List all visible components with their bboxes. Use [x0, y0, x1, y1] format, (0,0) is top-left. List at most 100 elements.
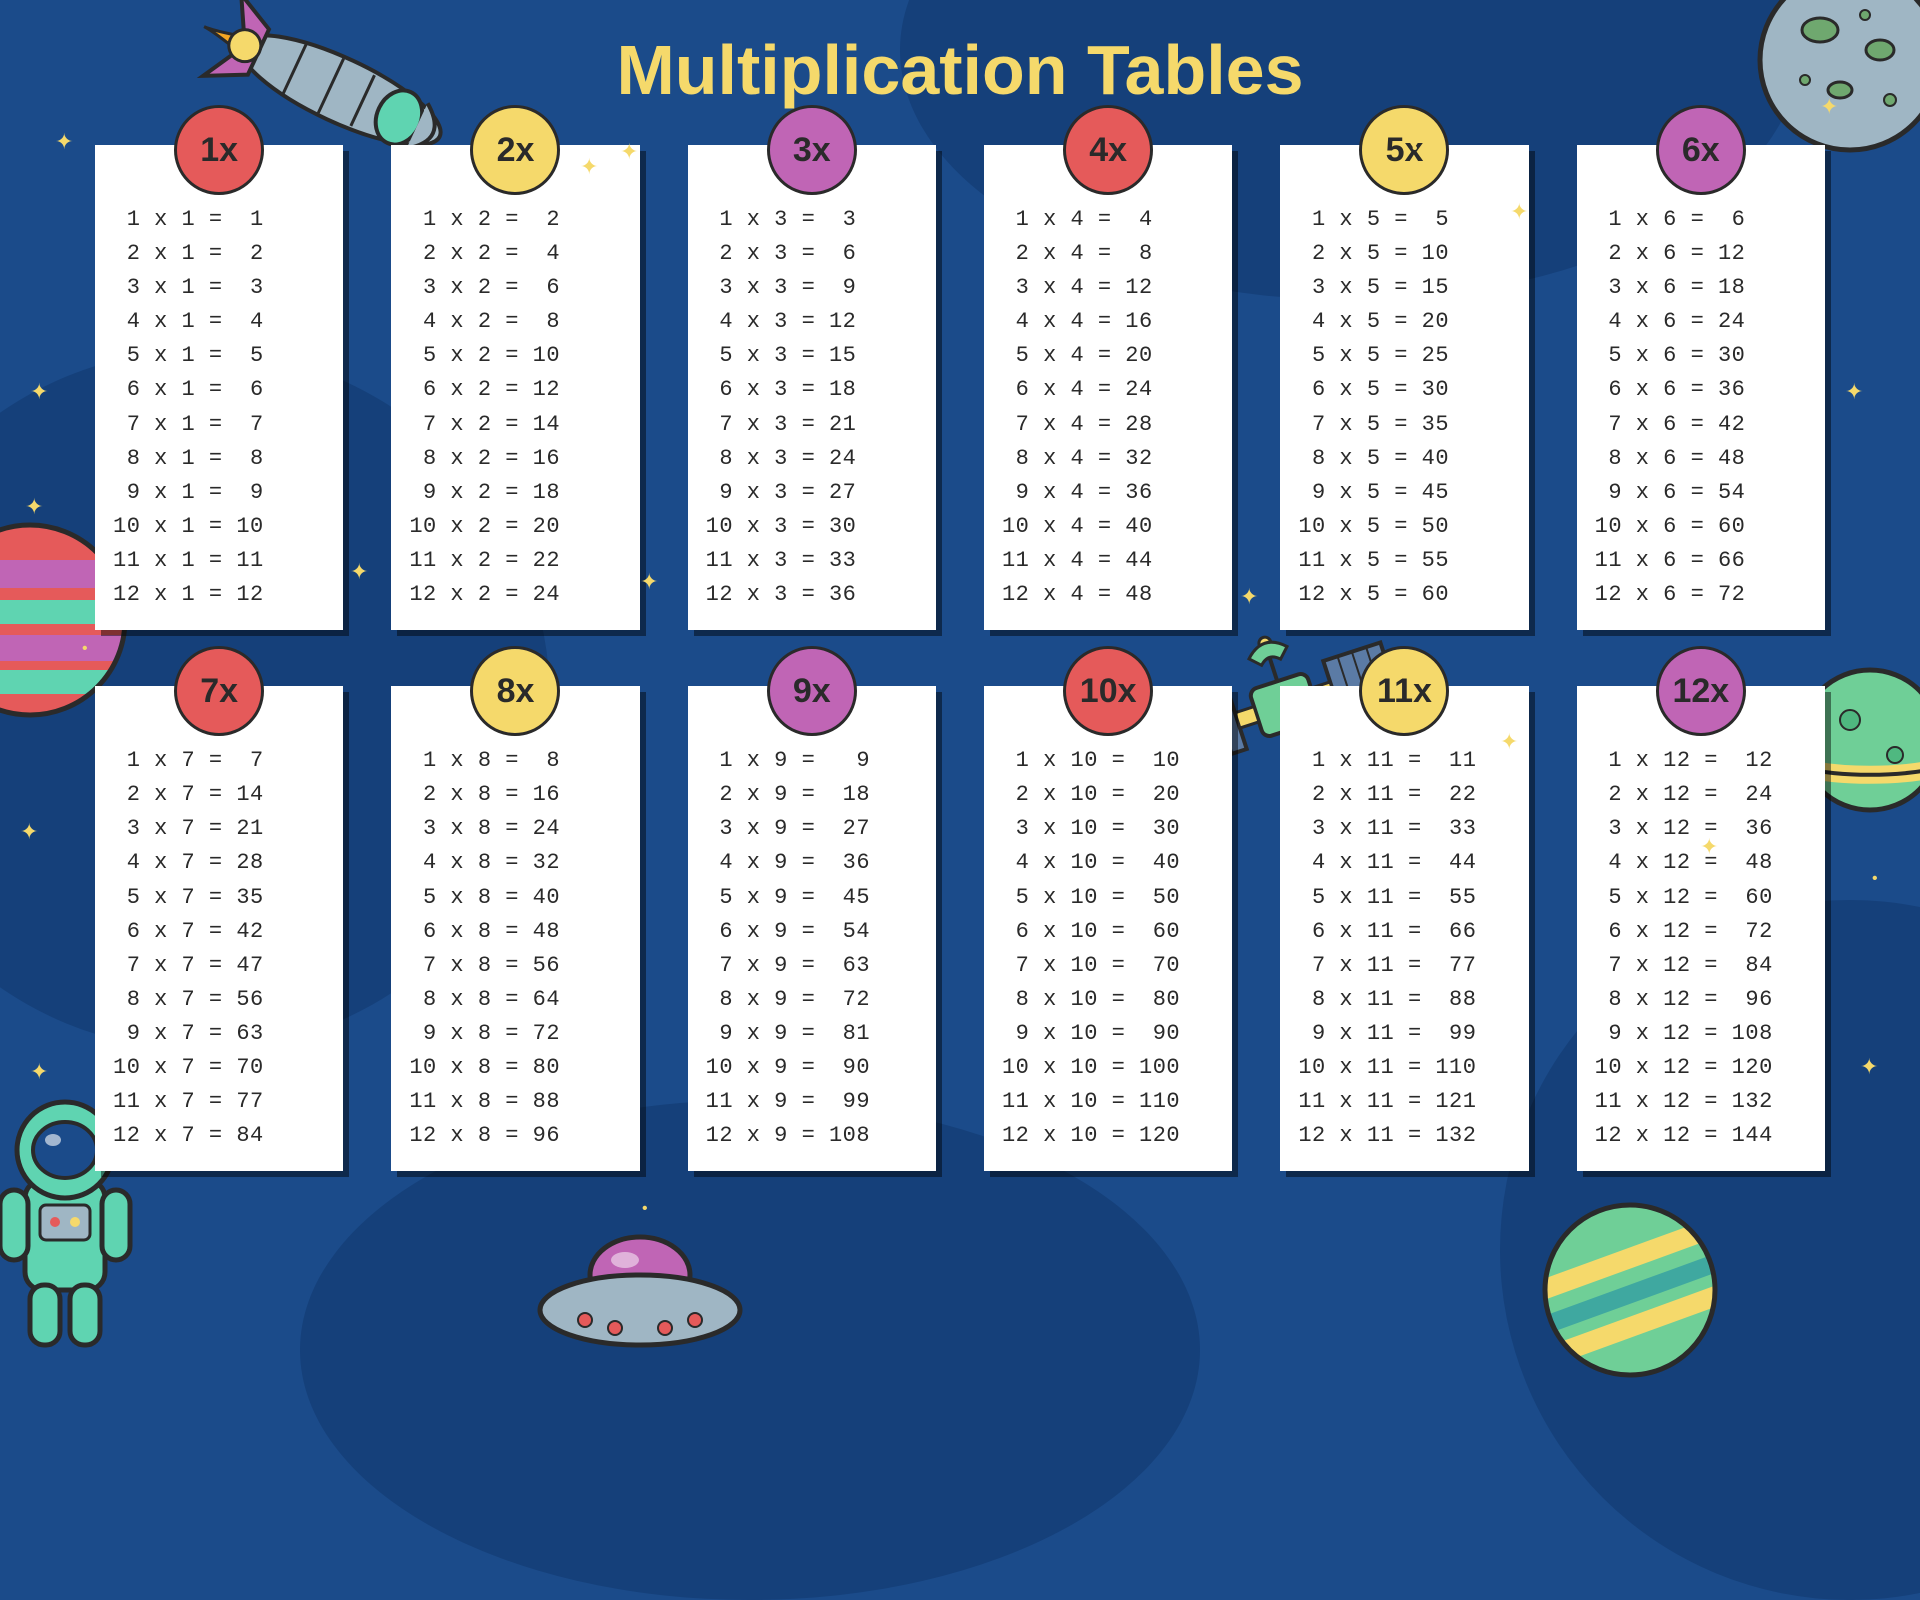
- table-row: 10 x 5 = 50: [1298, 510, 1510, 544]
- table-row: 1 x 5 = 5: [1298, 203, 1510, 237]
- table-row: 12 x 8 = 96: [409, 1119, 621, 1153]
- table-badge: 8x: [470, 646, 560, 736]
- table-badge: 9x: [767, 646, 857, 736]
- table-row: 11 x 9 = 99: [706, 1085, 918, 1119]
- star-icon: ✦: [1845, 380, 1863, 406]
- table-row: 8 x 8 = 64: [409, 983, 621, 1017]
- table-row: 2 x 2 = 4: [409, 237, 621, 271]
- table-row: 8 x 3 = 24: [706, 442, 918, 476]
- table-row: 6 x 1 = 6: [113, 373, 325, 407]
- star-icon: ✦: [620, 140, 638, 166]
- table-card-10: 1 x 10 = 10 2 x 10 = 20 3 x 10 = 30 4 x …: [984, 686, 1232, 1171]
- table-badge: 3x: [767, 105, 857, 195]
- table-card-3: 1 x 3 = 3 2 x 3 = 6 3 x 3 = 9 4 x 3 = 12…: [688, 145, 936, 630]
- star-icon: ✦: [20, 820, 38, 846]
- planet-2-icon: [1540, 1200, 1720, 1380]
- star-dot-icon: •: [1410, 140, 1420, 158]
- table-badge: 1x: [174, 105, 264, 195]
- table-row: 1 x 11 = 11: [1298, 744, 1510, 778]
- table-row: 4 x 11 = 44: [1298, 846, 1510, 880]
- table-row: 10 x 1 = 10: [113, 510, 325, 544]
- star-icon: ✦: [1240, 585, 1258, 611]
- table-row: 2 x 5 = 10: [1298, 237, 1510, 271]
- star-dot-icon: •: [1870, 870, 1880, 888]
- star-icon: ✦: [640, 570, 658, 596]
- table-row: 9 x 2 = 18: [409, 476, 621, 510]
- table-card-12: 1 x 12 = 12 2 x 12 = 24 3 x 12 = 36 4 x …: [1577, 686, 1825, 1171]
- table-badge: 5x: [1359, 105, 1449, 195]
- table-row: 9 x 12 = 108: [1595, 1017, 1807, 1051]
- table-row: 5 x 2 = 10: [409, 339, 621, 373]
- table-row: 1 x 9 = 9: [706, 744, 918, 778]
- table-row: 5 x 5 = 25: [1298, 339, 1510, 373]
- table-badge: 6x: [1656, 105, 1746, 195]
- table-row: 1 x 1 = 1: [113, 203, 325, 237]
- star-dot-icon: •: [80, 640, 90, 658]
- table-row: 12 x 7 = 84: [113, 1119, 325, 1153]
- table-row: 9 x 7 = 63: [113, 1017, 325, 1051]
- star-icon: ✦: [30, 380, 48, 406]
- table-row: 12 x 1 = 12: [113, 578, 325, 612]
- table-row: 8 x 6 = 48: [1595, 442, 1807, 476]
- table-row: 2 x 8 = 16: [409, 778, 621, 812]
- table-row: 10 x 3 = 30: [706, 510, 918, 544]
- star-icon: ✦: [1700, 835, 1718, 861]
- table-row: 5 x 7 = 35: [113, 881, 325, 915]
- table-row: 12 x 10 = 120: [1002, 1119, 1214, 1153]
- table-row: 1 x 7 = 7: [113, 744, 325, 778]
- table-row: 8 x 1 = 8: [113, 442, 325, 476]
- table-badge: 10x: [1063, 646, 1153, 736]
- star-icon: ✦: [1860, 1055, 1878, 1081]
- table-row: 11 x 10 = 110: [1002, 1085, 1214, 1119]
- table-row: 9 x 8 = 72: [409, 1017, 621, 1051]
- table-row: 11 x 11 = 121: [1298, 1085, 1510, 1119]
- table-row: 7 x 12 = 84: [1595, 949, 1807, 983]
- table-row: 8 x 7 = 56: [113, 983, 325, 1017]
- table-row: 10 x 4 = 40: [1002, 510, 1214, 544]
- table-row: 4 x 5 = 20: [1298, 305, 1510, 339]
- moon-icon: [1750, 0, 1920, 160]
- table-row: 2 x 1 = 2: [113, 237, 325, 271]
- table-row: 12 x 6 = 72: [1595, 578, 1807, 612]
- table-badge: 11x: [1359, 646, 1449, 736]
- table-row: 10 x 10 = 100: [1002, 1051, 1214, 1085]
- table-row: 3 x 3 = 9: [706, 271, 918, 305]
- table-row: 1 x 6 = 6: [1595, 203, 1807, 237]
- table-row: 8 x 10 = 80: [1002, 983, 1214, 1017]
- table-row: 6 x 12 = 72: [1595, 915, 1807, 949]
- table-card-4: 1 x 4 = 4 2 x 4 = 8 3 x 4 = 12 4 x 4 = 1…: [984, 145, 1232, 630]
- star-dot-icon: •: [640, 1200, 650, 1218]
- table-row: 4 x 7 = 28: [113, 846, 325, 880]
- table-row: 2 x 7 = 14: [113, 778, 325, 812]
- table-row: 8 x 5 = 40: [1298, 442, 1510, 476]
- star-icon: ✦: [55, 130, 73, 156]
- table-row: 3 x 8 = 24: [409, 812, 621, 846]
- table-row: 7 x 9 = 63: [706, 949, 918, 983]
- table-card-8: 1 x 8 = 8 2 x 8 = 16 3 x 8 = 24 4 x 8 = …: [391, 686, 639, 1171]
- table-row: 10 x 6 = 60: [1595, 510, 1807, 544]
- table-row: 4 x 2 = 8: [409, 305, 621, 339]
- table-row: 11 x 6 = 66: [1595, 544, 1807, 578]
- table-row: 3 x 5 = 15: [1298, 271, 1510, 305]
- page-title: Multiplication Tables: [616, 30, 1303, 110]
- table-badge: 12x: [1656, 646, 1746, 736]
- table-row: 2 x 12 = 24: [1595, 778, 1807, 812]
- table-row: 6 x 2 = 12: [409, 373, 621, 407]
- table-card-7: 1 x 7 = 7 2 x 7 = 14 3 x 7 = 21 4 x 7 = …: [95, 686, 343, 1171]
- table-row: 6 x 10 = 60: [1002, 915, 1214, 949]
- table-row: 7 x 10 = 70: [1002, 949, 1214, 983]
- table-row: 10 x 7 = 70: [113, 1051, 325, 1085]
- table-row: 6 x 8 = 48: [409, 915, 621, 949]
- table-row: 5 x 10 = 50: [1002, 881, 1214, 915]
- table-row: 1 x 10 = 10: [1002, 744, 1214, 778]
- table-row: 9 x 1 = 9: [113, 476, 325, 510]
- table-row: 9 x 11 = 99: [1298, 1017, 1510, 1051]
- table-row: 10 x 11 = 110: [1298, 1051, 1510, 1085]
- table-row: 9 x 10 = 90: [1002, 1017, 1214, 1051]
- table-row: 5 x 12 = 60: [1595, 881, 1807, 915]
- table-card-1: 1 x 1 = 1 2 x 1 = 2 3 x 1 = 3 4 x 1 = 4 …: [95, 145, 343, 630]
- table-row: 8 x 4 = 32: [1002, 442, 1214, 476]
- table-row: 12 x 5 = 60: [1298, 578, 1510, 612]
- tables-grid: 1 x 1 = 1 2 x 1 = 2 3 x 1 = 3 4 x 1 = 4 …: [95, 145, 1825, 1171]
- table-row: 5 x 9 = 45: [706, 881, 918, 915]
